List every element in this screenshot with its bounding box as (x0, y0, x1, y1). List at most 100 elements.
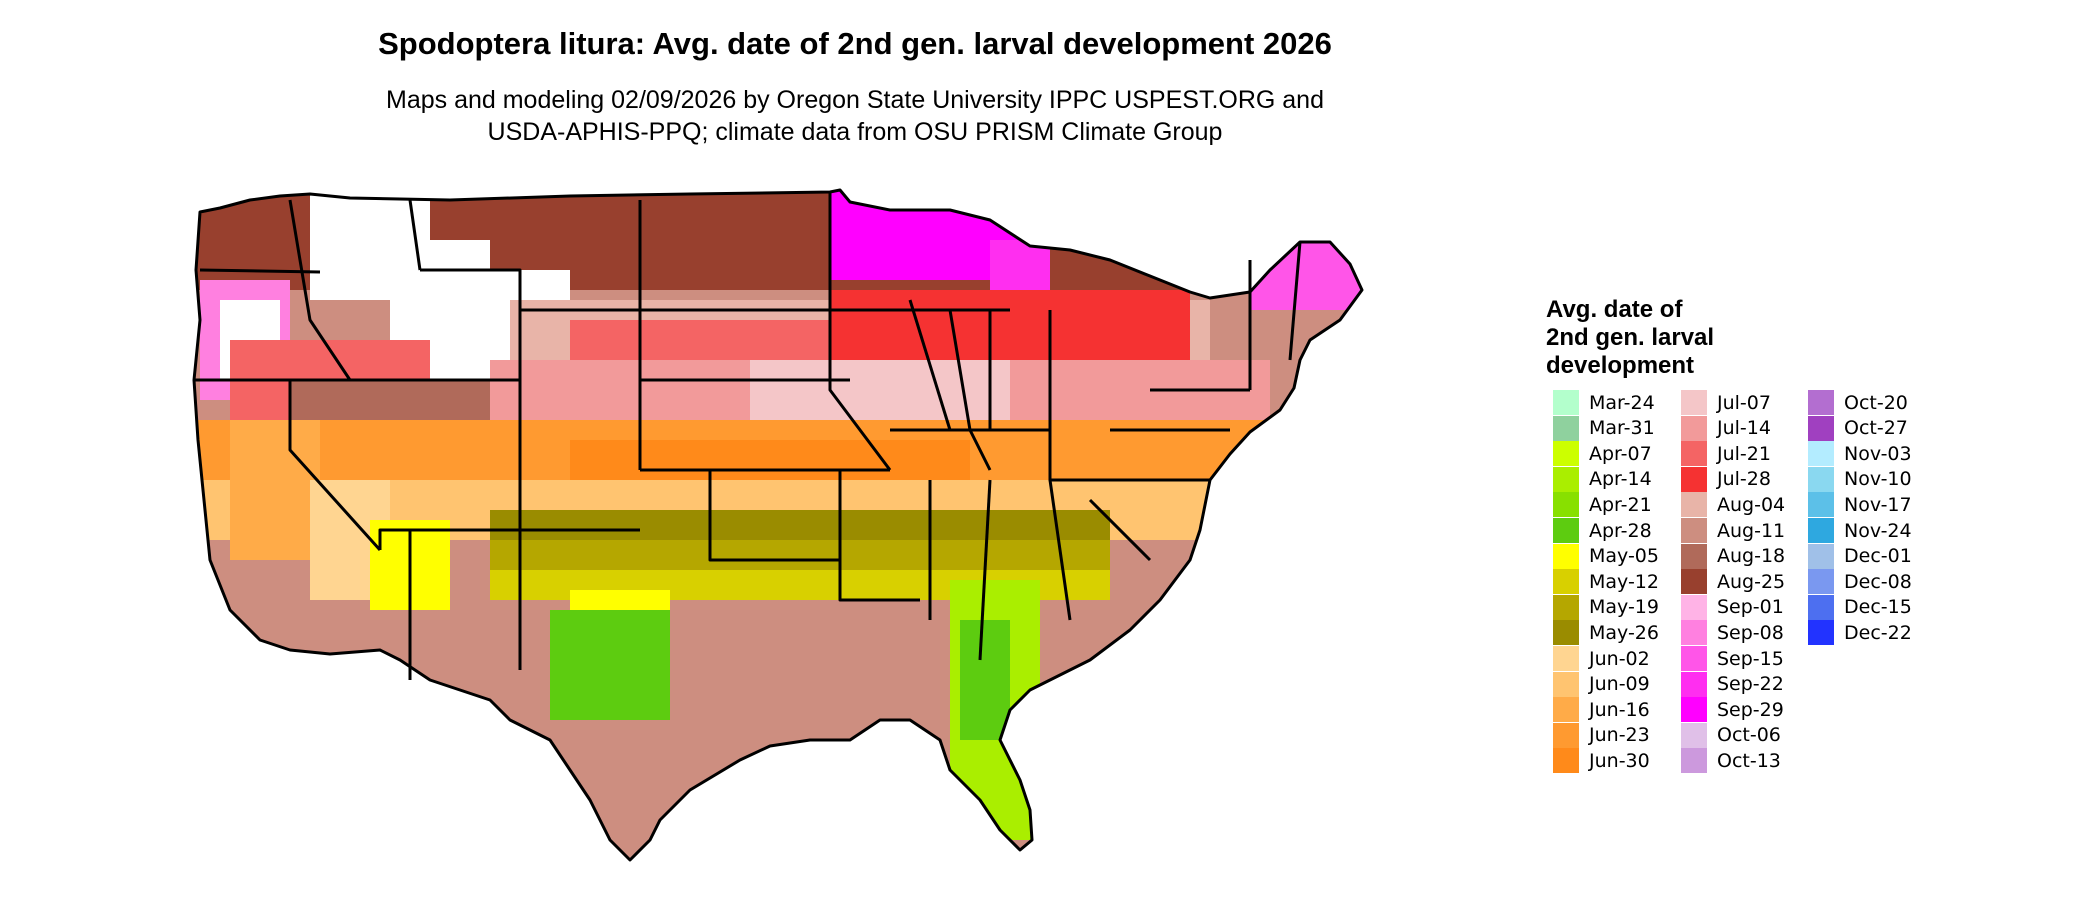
legend-item: Oct-13 (1681, 748, 1781, 774)
legend-item: Dec-01 (1808, 543, 1912, 569)
legend-label: Aug-18 (1717, 545, 1786, 568)
legend-swatch (1553, 697, 1579, 723)
legend-item: Jul-14 (1681, 415, 1771, 441)
legend-item: Jun-09 (1553, 671, 1650, 697)
legend-label: Jul-07 (1717, 391, 1771, 414)
legend-swatch (1553, 390, 1579, 415)
legend-item: Dec-08 (1808, 569, 1912, 595)
legend-item: May-19 (1553, 594, 1659, 620)
legend-swatch (1553, 466, 1579, 492)
legend-label: Jun-23 (1589, 724, 1650, 747)
legend-item: Aug-18 (1681, 543, 1786, 569)
legend-label: Jul-14 (1717, 417, 1771, 440)
legend-item: Jun-02 (1553, 646, 1650, 671)
legend-item: Aug-04 (1681, 492, 1786, 518)
map-title: Spodoptera litura: Avg. date of 2nd gen.… (378, 26, 1332, 61)
legend-item: Mar-24 (1553, 390, 1655, 415)
legend-swatch (1553, 415, 1579, 441)
legend-item: Apr-14 (1553, 466, 1652, 492)
legend-label: Aug-04 (1717, 493, 1786, 516)
legend-swatch (1553, 620, 1579, 646)
legend-item: Aug-11 (1681, 518, 1785, 543)
legend-item: Sep-15 (1681, 646, 1784, 671)
legend-label: Mar-24 (1589, 391, 1655, 414)
legend-label: May-26 (1589, 621, 1659, 644)
legend-label: Apr-28 (1589, 519, 1652, 542)
legend-swatch (1681, 492, 1707, 518)
legend-swatch (1681, 390, 1707, 415)
legend-swatch (1553, 594, 1579, 620)
legend-swatch (1808, 518, 1834, 543)
legend-swatch (1681, 620, 1707, 646)
legend-label: Jul-21 (1717, 442, 1771, 465)
legend-label: Dec-15 (1844, 596, 1912, 619)
legend-swatch (1553, 748, 1579, 774)
legend-item: Dec-22 (1808, 620, 1912, 646)
legend-label: May-12 (1589, 570, 1659, 593)
legend-swatch (1553, 646, 1579, 671)
legend-item: Apr-28 (1553, 518, 1652, 543)
legend-item: Apr-21 (1553, 492, 1652, 518)
phenology-fill (194, 190, 1362, 860)
legend-swatch (1553, 671, 1579, 697)
legend-label: Nov-03 (1844, 442, 1912, 465)
legend-swatch (1553, 518, 1579, 543)
legend-swatch (1681, 722, 1707, 748)
legend-label: Oct-13 (1717, 749, 1781, 772)
legend-swatch (1681, 466, 1707, 492)
legend-label: Oct-27 (1844, 417, 1908, 440)
legend-swatch (1681, 748, 1707, 774)
legend-swatch (1808, 620, 1834, 646)
subtitle-line-1: Maps and modeling 02/09/2026 by Oregon S… (386, 86, 1324, 114)
legend-title-line: development (1546, 352, 1695, 379)
legend-item: Mar-31 (1553, 415, 1655, 441)
legend-item: Sep-01 (1681, 594, 1784, 620)
legend-swatch (1808, 415, 1834, 441)
legend-label: Mar-31 (1589, 417, 1655, 440)
legend-swatch (1808, 466, 1834, 492)
legend-item: Apr-07 (1553, 441, 1652, 467)
legend-item: Nov-17 (1808, 492, 1912, 518)
legend-item: Oct-27 (1808, 415, 1908, 441)
legend-label: Sep-22 (1717, 673, 1784, 696)
legend-item: Jul-21 (1681, 441, 1771, 467)
state-boundaries (192, 188, 1364, 862)
legend-swatch (1553, 441, 1579, 467)
legend-item: Sep-08 (1681, 620, 1784, 646)
legend-label: Nov-24 (1844, 519, 1912, 542)
legend-label: Aug-11 (1717, 519, 1786, 542)
subtitle-line-2: USDA-APHIS-PPQ; climate data from OSU PR… (487, 118, 1223, 146)
legend-swatch (1808, 441, 1834, 467)
legend-swatch (1808, 390, 1834, 415)
legend-label: Jun-09 (1589, 673, 1650, 696)
legend-item: Nov-03 (1808, 441, 1912, 467)
legend-label: May-19 (1589, 596, 1659, 619)
legend-swatch (1681, 569, 1707, 595)
legend-item: Jun-30 (1553, 748, 1650, 774)
legend-swatch (1681, 646, 1707, 671)
legend-label: Jun-16 (1589, 698, 1650, 721)
legend-label: Apr-07 (1589, 442, 1652, 465)
legend-swatch (1553, 569, 1579, 595)
legend-item: Sep-29 (1681, 697, 1784, 723)
legend-label: Apr-21 (1589, 493, 1652, 516)
legend-swatch (1553, 722, 1579, 748)
legend-label: Apr-14 (1589, 468, 1652, 491)
legend-swatch (1681, 415, 1707, 441)
legend-item: Oct-20 (1808, 390, 1908, 415)
map-subtitle: Maps and modeling 02/09/2026 by Oregon S… (0, 84, 1710, 148)
legend-label: Sep-08 (1717, 621, 1784, 644)
legend-item: Dec-15 (1808, 594, 1912, 620)
legend-label: Sep-29 (1717, 698, 1784, 721)
us-phenology-map (192, 188, 1364, 862)
legend-title: Avg. date of 2nd gen. larval development (1546, 296, 1714, 380)
legend-label: Jul-28 (1717, 468, 1771, 491)
legend-swatch (1681, 543, 1707, 569)
legend-label: Dec-01 (1844, 545, 1912, 568)
legend-swatch (1681, 671, 1707, 697)
legend-swatch (1808, 569, 1834, 595)
legend-swatch (1553, 543, 1579, 569)
legend-item: Nov-10 (1808, 466, 1912, 492)
legend-label: Dec-08 (1844, 570, 1912, 593)
legend-item: Jul-07 (1681, 390, 1771, 415)
